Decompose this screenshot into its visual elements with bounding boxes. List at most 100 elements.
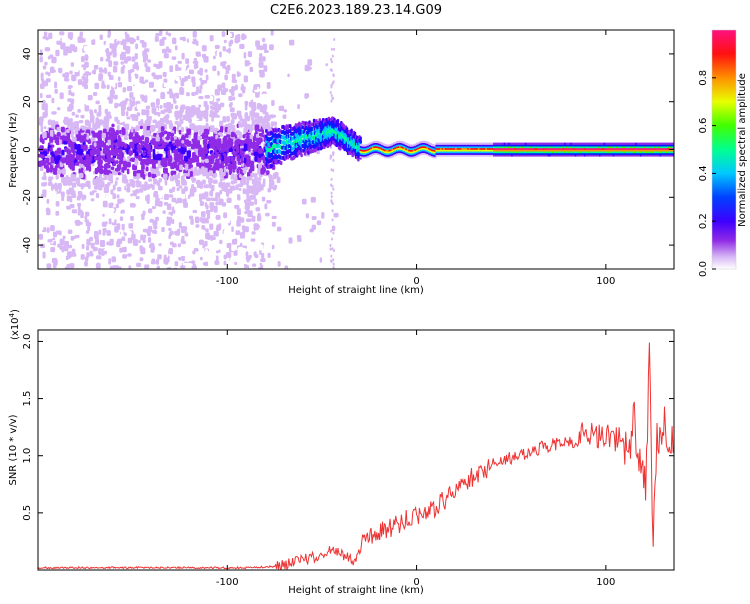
spectrogram-cell <box>249 166 254 172</box>
spectrogram-cell <box>496 142 499 145</box>
spectrogram-cell <box>497 144 501 147</box>
spectrogram-cell <box>455 142 458 145</box>
spectrogram-cell <box>78 120 84 124</box>
spectrogram-cell <box>202 244 205 249</box>
spectrogram-cell <box>362 147 366 151</box>
spectrogram-cell <box>112 133 116 141</box>
spectrogram-cell <box>172 37 177 45</box>
spectrogram-cell <box>459 147 463 150</box>
spectrogram-cell <box>403 147 407 150</box>
spectrogram-cell <box>543 151 546 154</box>
spectrogram-cell <box>110 145 114 152</box>
spectrogram-cell <box>231 214 237 220</box>
spectrogram-cell <box>41 139 45 145</box>
spectrogram-cell <box>242 189 248 195</box>
spectrogram-cell <box>470 151 473 154</box>
spectrogram-cell <box>592 145 596 149</box>
spectrogram-cell <box>517 151 520 154</box>
spectrogram-cell <box>57 147 62 154</box>
spectrogram-cell <box>458 147 461 150</box>
spectrogram-cell <box>147 119 152 125</box>
spectrogram-cell <box>195 53 202 57</box>
spectrogram-cell <box>236 71 240 78</box>
spectrogram-cell <box>269 44 274 51</box>
spectrogram-cell <box>373 150 376 154</box>
spectrogram-cell <box>216 224 220 229</box>
spectrogram-cell <box>39 49 43 57</box>
spectrogram-cell <box>199 84 203 90</box>
spectrogram-cell <box>376 144 379 147</box>
spectrogram-cell <box>467 154 470 157</box>
spectrogram-cell <box>477 144 481 147</box>
spectrogram-cell <box>179 118 184 125</box>
spectrogram-cell <box>248 101 253 108</box>
spectrogram-cell <box>367 143 370 146</box>
spectrogram-cell <box>559 142 563 145</box>
spectrogram-cell <box>583 154 587 157</box>
spectrogram-cell <box>394 146 398 149</box>
spectrogram-cell <box>509 145 513 149</box>
spectrogram-cell <box>330 191 333 195</box>
spectrogram-cell <box>190 106 195 112</box>
spectrogram-cell <box>503 147 507 150</box>
spectrogram-cell <box>577 144 581 147</box>
spectrogram-cell <box>279 160 283 165</box>
spectrogram-cell <box>216 138 222 144</box>
spectrogram-cell <box>497 152 501 155</box>
spectrogram-cell <box>533 147 537 150</box>
spectrogram-cell <box>258 147 264 154</box>
spectrogram-cell <box>257 162 263 169</box>
spectrogram-cell <box>371 146 375 149</box>
spectrogram-cell <box>108 202 114 209</box>
spectrogram-cell <box>130 126 134 133</box>
spectrogram-cell <box>553 151 557 154</box>
spectrogram-cell <box>89 253 94 257</box>
spectrogram-cell <box>40 30 44 35</box>
spectrogram-cell <box>136 262 142 267</box>
spectrogram-cell <box>511 142 514 145</box>
spectrogram-cell <box>411 151 414 154</box>
spectrogram-cell <box>403 152 407 155</box>
spectrogram-cell <box>59 135 64 140</box>
spectrogram-cell <box>148 178 153 182</box>
spectrogram-cell <box>533 151 537 154</box>
spectrogram-cell <box>508 142 511 145</box>
spectrogram-cell <box>538 147 541 150</box>
spectrogram-cell <box>106 230 111 236</box>
spectrogram-cell <box>231 86 236 91</box>
spectrogram-cell <box>499 142 502 145</box>
spectrogram-cell <box>490 147 493 150</box>
spectrogram-cell <box>39 225 44 231</box>
spectrogram-cell <box>517 152 520 155</box>
spectrogram-cell <box>117 198 122 204</box>
spectrogram-cell <box>396 144 399 147</box>
spectrogram-cell <box>552 147 555 150</box>
spectrogram-cell <box>402 148 405 151</box>
spectrogram-cell <box>499 145 502 149</box>
spectrogram-cell <box>251 263 257 267</box>
spectrogram-cell <box>182 180 187 185</box>
spectrogram-cell <box>43 126 47 130</box>
spectrogram-cell <box>524 154 528 157</box>
spectrogram-cell <box>180 126 185 133</box>
spectrogram-cell <box>153 142 159 150</box>
spectrogram-cell <box>73 66 79 72</box>
spectrogram-cell <box>570 154 573 157</box>
spectrogram-cell <box>603 151 607 154</box>
spectrogram-cell <box>47 162 52 166</box>
spectrogram-cell <box>471 145 475 149</box>
spectrogram-cell <box>125 111 129 117</box>
spectrogram-cell <box>509 142 513 145</box>
spectrogram-cell <box>56 170 62 175</box>
spectrogram-cell <box>313 148 317 153</box>
spectrogram-cell <box>359 148 363 152</box>
spectrogram-cell <box>145 66 151 73</box>
spectrogram-cell <box>208 170 214 177</box>
spectrogram-cell <box>550 144 554 147</box>
spectrogram-cell <box>485 152 488 155</box>
spectrogram-cell <box>164 193 169 201</box>
spectrogram-cell <box>204 202 208 207</box>
spectrogram-cell <box>520 142 523 145</box>
spectrogram-cell <box>126 106 132 112</box>
spectrogram-cell <box>66 129 70 133</box>
